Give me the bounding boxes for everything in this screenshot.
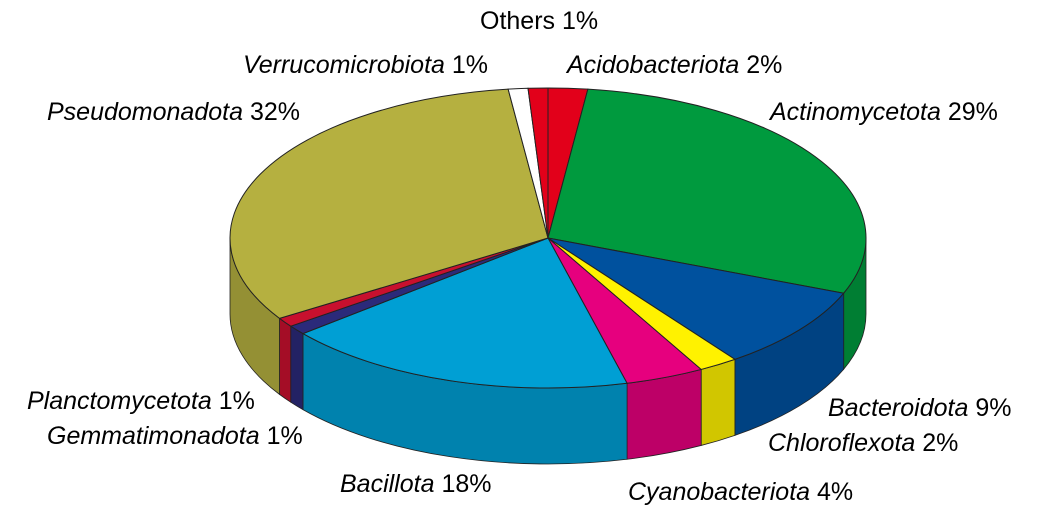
label-chloroflexota: Chloroflexota 2% [768, 429, 959, 457]
label-bacillota: Bacillota 18% [340, 470, 492, 498]
label-gemmatimonadota: Gemmatimonadota 1% [47, 422, 303, 450]
label-pseudomonadota: Pseudomonadota 32% [47, 98, 300, 126]
label-bacteroidota: Bacteroidota 9% [828, 394, 1012, 422]
slice-wall-chloroflexota [700, 358, 736, 446]
slice-wall-cyanobacteriota [626, 368, 702, 460]
label-planctomycetota: Planctomycetota 1% [27, 387, 255, 415]
label-actinomycetota: Actinomycetota 29% [770, 98, 998, 126]
label-verrucomicrobiota: Verrucomicrobiota 1% [243, 51, 489, 79]
slice-bacteroidota [547, 237, 845, 360]
slice-wall-gemmatimonadota [290, 325, 304, 411]
label-acidobacteriota: Acidobacteriota 2% [567, 51, 783, 79]
label-others: Others 1% [480, 7, 599, 35]
slice-bacillota [301, 237, 628, 389]
slice-actinomycetota [547, 88, 867, 294]
slice-wall-planctomycetota [279, 317, 292, 403]
label-cyanobacteriota: Cyanobacteriota 4% [628, 478, 854, 506]
slice-pseudomonadota [229, 88, 549, 319]
slice-others [527, 87, 549, 239]
